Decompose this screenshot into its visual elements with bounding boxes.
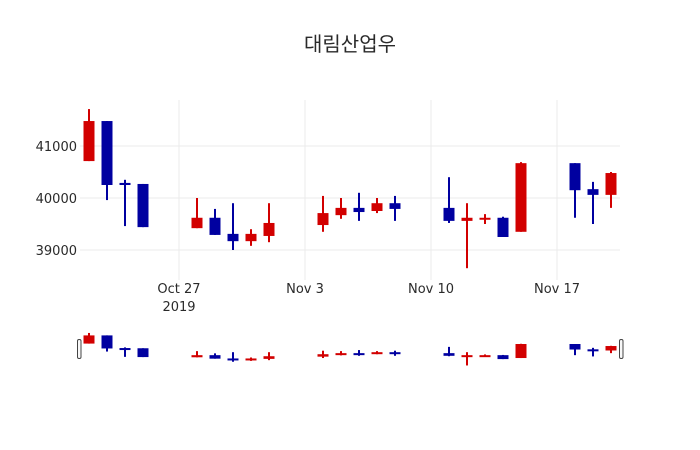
candle[interactable] bbox=[191, 198, 203, 229]
candle[interactable] bbox=[227, 203, 239, 250]
candle[interactable] bbox=[119, 179, 131, 227]
x-tick-label: Oct 27 bbox=[157, 282, 200, 297]
candle[interactable] bbox=[587, 181, 599, 224]
slider-candle-body bbox=[461, 355, 473, 358]
x-tick-label: Nov 17 bbox=[534, 282, 580, 297]
slider-candle-body bbox=[587, 349, 599, 352]
x-tick-label: Nov 10 bbox=[408, 282, 454, 297]
slider-candle-body bbox=[263, 356, 275, 359]
candle[interactable] bbox=[389, 195, 401, 221]
candle[interactable] bbox=[479, 214, 491, 224]
y-tick-label: 39000 bbox=[36, 244, 77, 259]
x-tick-label: Nov 3 bbox=[286, 282, 324, 297]
slider-candle-body bbox=[479, 355, 491, 358]
candle[interactable] bbox=[83, 109, 95, 162]
slider-candle-body bbox=[119, 348, 131, 351]
slider-candle-body bbox=[389, 352, 401, 355]
candle[interactable] bbox=[137, 183, 149, 228]
candle[interactable] bbox=[353, 192, 365, 221]
slider-candle-body bbox=[353, 353, 365, 356]
slider-candle-body bbox=[101, 335, 113, 349]
x-tick-year-label: 2019 bbox=[162, 300, 195, 315]
candle[interactable] bbox=[335, 198, 347, 219]
chart-title: 대림산업우 bbox=[304, 32, 396, 56]
slider-candle-body bbox=[83, 335, 95, 344]
slider-candle-body bbox=[443, 353, 455, 356]
range-slider-right-handle[interactable] bbox=[619, 339, 624, 359]
candle[interactable] bbox=[443, 177, 455, 223]
slider-candle-body bbox=[245, 358, 257, 361]
slider-candle-body bbox=[605, 346, 617, 351]
x-axis: Oct 27 2019 Nov 3 Nov 10 Nov 17 bbox=[157, 282, 580, 315]
y-tick-label: 40000 bbox=[36, 192, 77, 207]
slider-candle-body bbox=[335, 353, 347, 356]
candle[interactable] bbox=[101, 121, 113, 201]
slider-candle-body bbox=[497, 355, 509, 360]
slider-candle-body bbox=[137, 348, 149, 358]
y-tick-label: 41000 bbox=[36, 140, 77, 155]
slider-candle-body bbox=[371, 352, 383, 355]
candle[interactable] bbox=[209, 208, 221, 235]
range-slider-left-handle[interactable] bbox=[77, 339, 82, 359]
candle[interactable] bbox=[497, 216, 509, 237]
slider-candle-body bbox=[569, 344, 581, 350]
candle[interactable] bbox=[515, 162, 527, 232]
candle[interactable] bbox=[245, 229, 257, 246]
slider-candle-body bbox=[227, 358, 239, 361]
candle[interactable] bbox=[317, 195, 329, 232]
slider-candle-body bbox=[317, 354, 329, 357]
range-slider[interactable] bbox=[77, 332, 624, 366]
slider-candle-body bbox=[515, 344, 527, 359]
candles bbox=[83, 109, 617, 269]
candle[interactable] bbox=[461, 203, 473, 269]
slider-candle-body bbox=[191, 355, 203, 358]
candle[interactable] bbox=[605, 172, 617, 208]
candle[interactable] bbox=[263, 203, 275, 243]
grid-lines bbox=[80, 100, 620, 280]
candle[interactable] bbox=[569, 163, 581, 218]
slider-candle-body bbox=[209, 355, 221, 359]
candle[interactable] bbox=[371, 198, 383, 214]
y-axis: 39000 40000 41000 bbox=[36, 140, 77, 259]
